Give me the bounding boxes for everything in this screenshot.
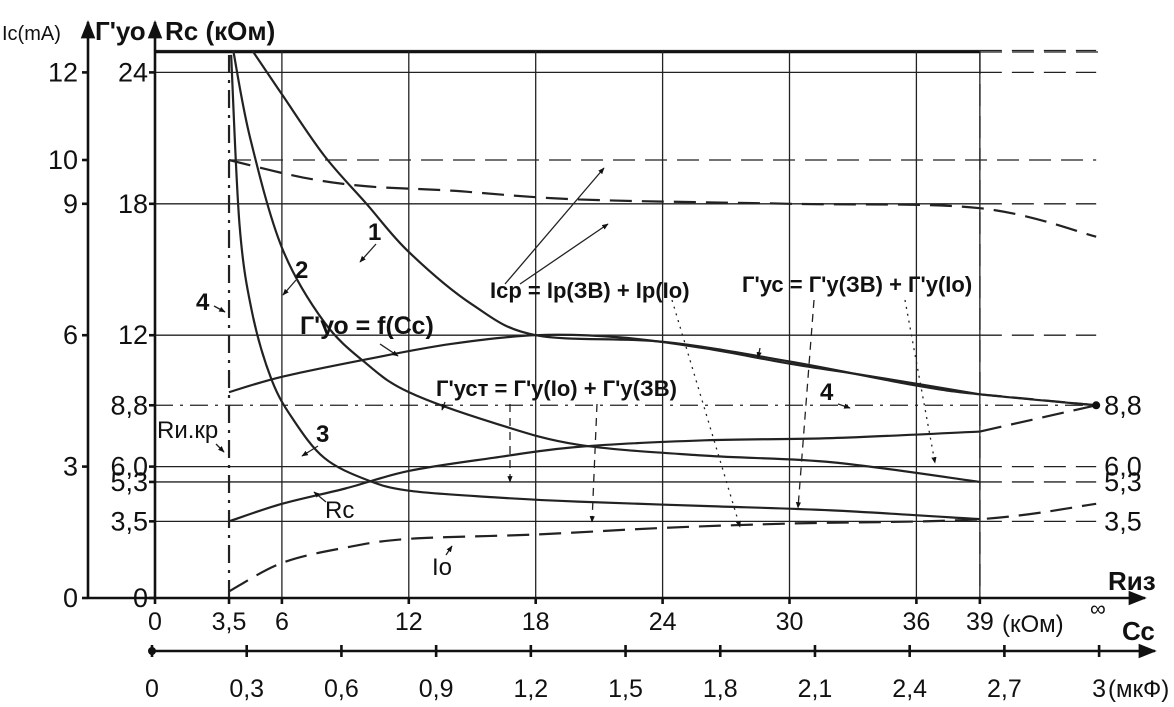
ic-tick-label-4: 3 — [63, 452, 78, 482]
curve1-leader — [359, 243, 377, 263]
cc-axis-title: Сс — [1122, 616, 1155, 646]
axes — [80, 20, 1157, 659]
series-curve3 — [230, 54, 980, 521]
cc-tick-label-5: 1,5 — [608, 675, 643, 703]
cc-tick-label-2: 0,6 — [324, 675, 359, 703]
ic-tick-label-2: 9 — [63, 189, 78, 219]
g-left-tick-label-7: 0 — [133, 583, 148, 613]
riz-axis-title: Rиз — [1108, 566, 1156, 596]
g-right-tick-label-1: 6,0 — [1104, 452, 1142, 482]
gamma-yo-leader — [379, 343, 399, 357]
gamma-yc-leader-upper — [756, 347, 762, 359]
g-left-tick-label-3: 8,8 — [110, 390, 148, 420]
cc-tick-label-7: 2,1 — [798, 675, 833, 703]
ic-tick-label-5: 0 — [63, 583, 78, 613]
grid-lines — [281, 50, 981, 598]
tick-labels: 121096302418128,86,05,33,508,86,05,33,50… — [48, 57, 1142, 703]
cc-tick-label-1: 0,3 — [229, 675, 264, 703]
riz-tick-label-6: 30 — [776, 608, 804, 636]
series-gamma-ust-ext — [979, 404, 1097, 433]
cc-tick-label-0: 0 — [145, 675, 159, 703]
curve4-left-leader — [213, 305, 226, 313]
series-curve2 — [232, 50, 980, 484]
riz-tick-label-7: 36 — [902, 608, 930, 636]
g-right-tick-label-3: 3,5 — [1104, 506, 1142, 536]
curve4-right-label: 4 — [820, 379, 834, 406]
curve1-label: 1 — [368, 219, 381, 246]
r-axis-title: Rс (кОм) — [165, 16, 275, 46]
ic-tick-label-3: 6 — [63, 320, 78, 350]
i-sr-leader-top — [504, 167, 605, 285]
series-gamma-ust — [228, 430, 980, 523]
r-c-leader — [313, 491, 327, 503]
series-i-sr — [228, 158, 1097, 238]
curve3-label: 3 — [316, 421, 329, 448]
series-lines — [227, 49, 1097, 598]
riz-tick-label-3: 12 — [395, 608, 423, 636]
g-left-tick-label-0: 24 — [118, 57, 148, 87]
g-axis-title: Г'уо — [95, 16, 146, 46]
axis-titles: Iс(mA) Г'уо Rс (кОм) Rиз (кОм) ∞ Сс (мкФ… — [2, 16, 1169, 703]
riz-tick-label-2: 6 — [275, 608, 289, 636]
cc-tick-label-3: 0,9 — [419, 675, 454, 703]
riz-infinity-label: ∞ — [1090, 596, 1106, 621]
gamma-yc-label: Г'ус = Г'у(ЗВ) + Г'у(Iо) — [742, 272, 972, 297]
series-gamma-yo — [228, 333, 981, 396]
i-o-leader — [445, 545, 453, 556]
ic-tick-label-0: 12 — [48, 57, 78, 87]
cc-tick-label-6: 1,8 — [703, 675, 738, 703]
riz-tick-label-0: 0 — [148, 608, 162, 636]
gamma-yo-label: Г'уо = f(Сс) — [300, 312, 434, 340]
g-left-tick-label-2: 12 — [118, 320, 148, 350]
convergence-point — [1092, 401, 1101, 410]
cc-tick-label-10: 3 — [1092, 675, 1106, 703]
cc-axis-unit: (мкФ) — [1108, 676, 1169, 703]
g-left-tick-label-1: 18 — [118, 189, 148, 219]
riz-axis-unit: (кОм) — [1002, 611, 1064, 638]
r-ikr-leader — [215, 443, 225, 453]
curve2-leader — [282, 279, 297, 296]
riz-tick-label-8: 39 — [966, 608, 994, 636]
series-gamma-yc-ext — [979, 393, 1097, 407]
g-left-tick-label-6: 3,5 — [110, 506, 148, 536]
r-c-label: Rс — [325, 497, 354, 524]
riz-tick-label-5: 24 — [649, 608, 677, 636]
cc-tick-label-8: 2,4 — [892, 675, 927, 703]
i-sr-label: Iср = Iр(ЗВ) + Iр(Iо) — [490, 278, 690, 303]
tick-marks — [82, 71, 1101, 657]
riz-tick-label-1: 3,5 — [212, 608, 247, 636]
curve3-leader — [301, 445, 319, 457]
r-ikr-label: Rи.кр — [157, 417, 218, 444]
g-left-tick-label-4: 6,0 — [110, 452, 148, 482]
riz-tick-label-4: 18 — [522, 608, 550, 636]
gamma-ust-leader-upper — [441, 401, 447, 411]
g-right-tick-label-0: 8,8 — [1104, 390, 1142, 420]
cc-tick-label-9: 2,7 — [987, 675, 1022, 703]
gamma-yc-leader-left — [795, 299, 815, 509]
i-sr-leader-io — [671, 299, 741, 528]
gamma-ust-label: Г'уст = Г'у(Iо) + Г'у(ЗВ) — [436, 376, 677, 401]
gamma-ust-leader-right — [589, 403, 598, 523]
curve2-label: 2 — [295, 257, 308, 284]
i-o-label: Iо — [432, 554, 452, 581]
ic-tick-label-1: 10 — [48, 145, 78, 175]
g-left-tick-label-5: 5,3 — [110, 467, 148, 497]
g-right-tick-label-2: 5,3 — [1104, 467, 1142, 497]
ic-axis-title: Iс(mA) — [2, 23, 61, 45]
curve-annotations: 1 2 3 4 4 Г'уо = f(Сс) Iср = Iр(ЗВ) + Iр… — [157, 167, 972, 581]
i-sr-leader-low — [519, 223, 609, 285]
series-i-o — [228, 502, 1097, 593]
cc-tick-label-4: 1,2 — [513, 675, 548, 703]
curve4-left-label: 4 — [196, 289, 210, 316]
curve4-right-leader — [837, 403, 851, 409]
gamma-yc-leader-right — [904, 299, 937, 464]
